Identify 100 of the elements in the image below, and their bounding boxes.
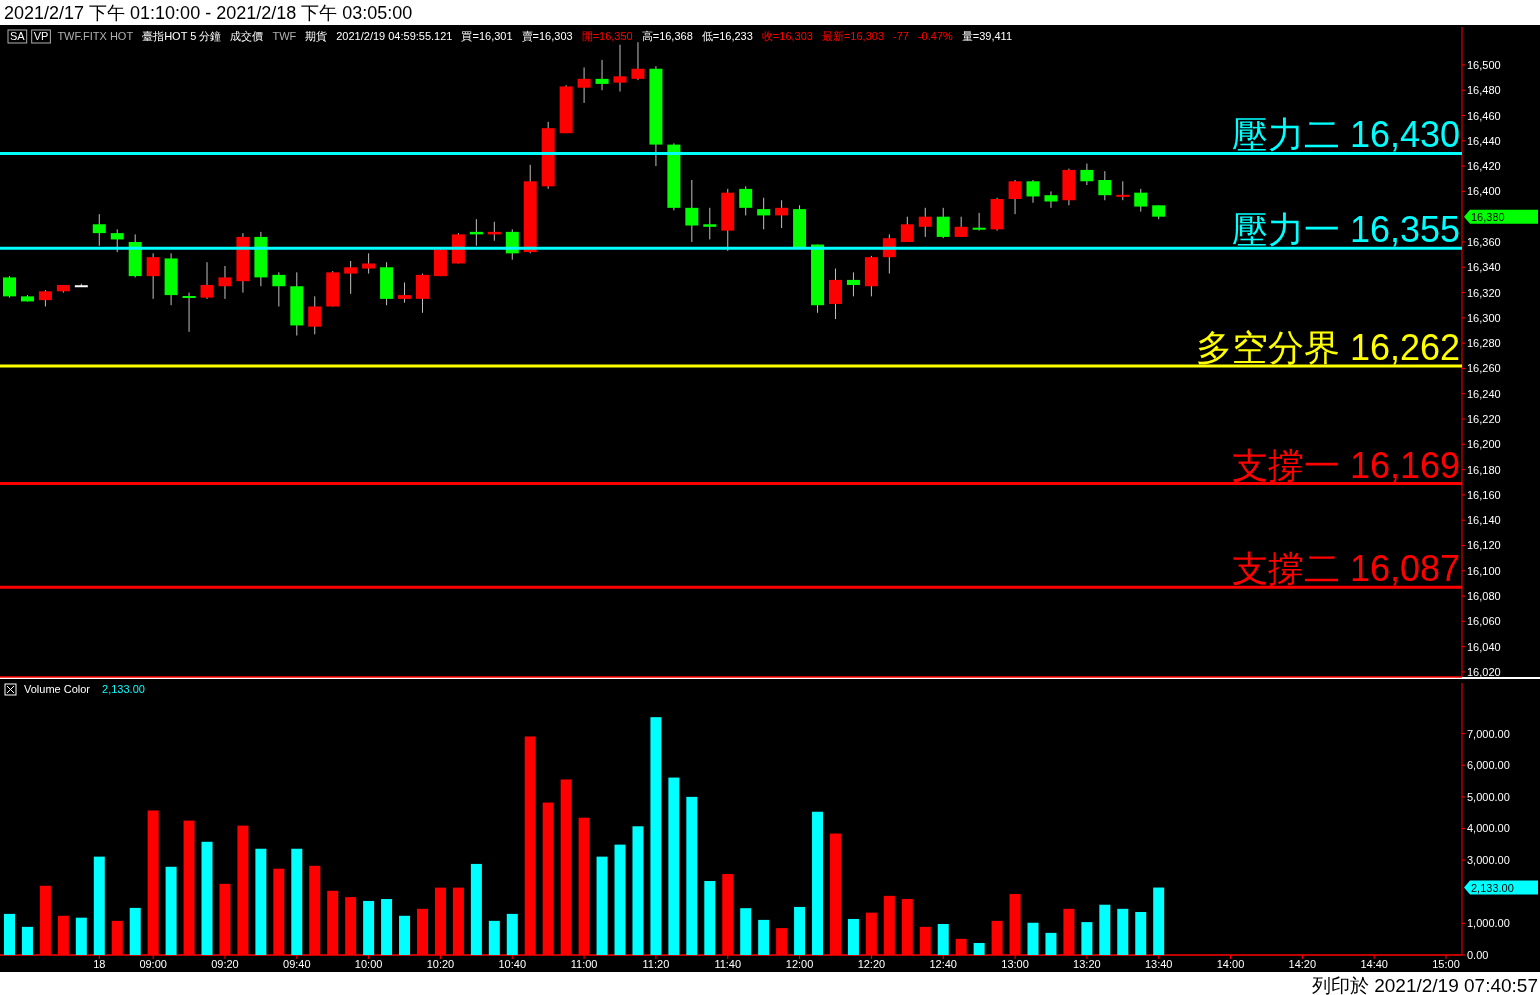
bar [740,908,752,955]
bar [165,866,177,955]
bar [363,900,375,955]
y-tick-label: 16,320 [1467,286,1501,299]
annotation: 最新=16,303 [821,30,885,42]
annotation: 賣=16,303 [521,30,573,42]
y-tick-label: 16,220 [1467,413,1501,426]
bar [1135,911,1147,955]
bar [1045,932,1057,955]
bar [596,856,608,955]
bar [399,915,411,955]
y-tick-label: 16,020 [1467,665,1501,678]
y-tick-label: 1,000.00 [1467,917,1510,930]
bar [794,906,806,955]
annotation: 高=16,368 [641,30,693,42]
bar [758,919,770,955]
annotation: 臺指HOT 5 分鐘 [142,30,222,42]
bar [614,844,626,955]
x-tick-label: 12:40 [929,958,957,970]
y-tick-label: 16,340 [1467,261,1501,274]
ref-line-label: 支撐一 16,169 [1231,444,1460,486]
x-tick-label: 12:20 [857,958,886,970]
text: 2,133.00 [1471,881,1514,894]
bar [686,796,698,955]
bar [704,880,716,955]
bar [129,907,141,955]
text: 16,380 [1471,210,1505,223]
y-tick-label: 16,420 [1467,160,1501,173]
x-tick-label: 10:40 [498,958,527,970]
annotation: 期貨 [305,30,328,42]
y-tick-label: 16,500 [1467,58,1501,71]
annotation: 低=16,233 [701,30,753,42]
annotation: 開=16,350 [581,30,633,42]
annotation: 2021/2/19 04:59:55.121 [336,30,453,42]
y-tick-label: 16,060 [1467,615,1501,628]
y-tick-label: 4,000.00 [1467,822,1510,835]
bar [1027,922,1039,955]
y-tick-label: 16,040 [1467,640,1501,653]
y-tick-label: 16,360 [1467,235,1501,248]
annotation: 買=16,301 [461,30,513,42]
y-tick-label: 0.00 [1467,949,1489,961]
bar [973,942,985,955]
y-tick-label: 16,200 [1467,438,1501,451]
chart-title: 2021/2/17 下午 01:10:00 - 2021/2/18 下午 03:05:00 [4,3,413,23]
bar [1081,922,1093,955]
y-tick-label: 16,480 [1467,84,1501,97]
bar [847,918,859,955]
bar [812,811,824,955]
y-tick-label: 16,260 [1467,362,1501,375]
bar [201,841,213,955]
bar [668,777,680,955]
y-tick-label: 16,440 [1467,134,1501,147]
bar [632,826,644,955]
x-tick-label: 10:20 [426,958,455,970]
bar [1153,887,1165,955]
annotation: 2,133.00 [102,683,145,695]
x-tick-label: 18 [93,958,106,970]
bar [75,917,87,955]
annotation: SA [10,30,26,42]
y-tick-label: 16,460 [1467,109,1501,122]
y-tick-label: 3,000.00 [1467,854,1510,867]
bar [4,913,15,955]
bar [470,863,482,955]
x-tick-label: 13:20 [1073,958,1101,970]
x-tick-label: 15:00 [1432,958,1460,970]
x-tick-label: 11:40 [714,958,742,970]
bar [937,924,949,955]
annotation: -0.47% [917,30,953,42]
x-tick-label: 09:20 [211,958,239,970]
bar [255,848,267,955]
x-tick-label: 09:40 [283,958,311,970]
x-tick-label: 14:20 [1288,958,1317,970]
bar [506,913,518,955]
ref-line-label: 多空分界 16,262 [1195,326,1460,368]
annotation: 收=16,303 [761,30,813,42]
bar [1117,908,1129,955]
bar [291,848,303,955]
bar [93,856,105,955]
x-tick-label: 10:00 [354,958,383,970]
annotation: VP [33,30,49,42]
x-tick-label: 11:20 [642,958,670,970]
y-tick-label: 16,120 [1467,539,1501,552]
y-tick-label: 16,240 [1467,387,1501,400]
bar [381,899,393,955]
y-tick-label: 6,000.00 [1467,759,1510,772]
y-tick-label: 16,400 [1467,185,1501,198]
y-tick-label: 16,300 [1467,311,1501,324]
annotation: 量=39,411 [961,30,1013,42]
ref-line-label: 支撐二 16,087 [1231,548,1460,590]
annotation: TWF.FITX HOT [57,30,134,42]
y-tick-label: 16,180 [1467,463,1501,476]
text: 列印於 2021/2/19 07:40:57 [1311,975,1538,995]
y-tick-label: 16,080 [1467,590,1501,603]
bar [650,717,662,955]
x-tick-label: 13:00 [1001,958,1029,970]
y-tick-label: 16,160 [1467,488,1501,501]
y-tick-label: 16,100 [1467,564,1501,577]
x-tick-label: 14:40 [1360,958,1388,970]
bar [488,920,500,955]
y-tick-label: 16,140 [1467,514,1501,527]
